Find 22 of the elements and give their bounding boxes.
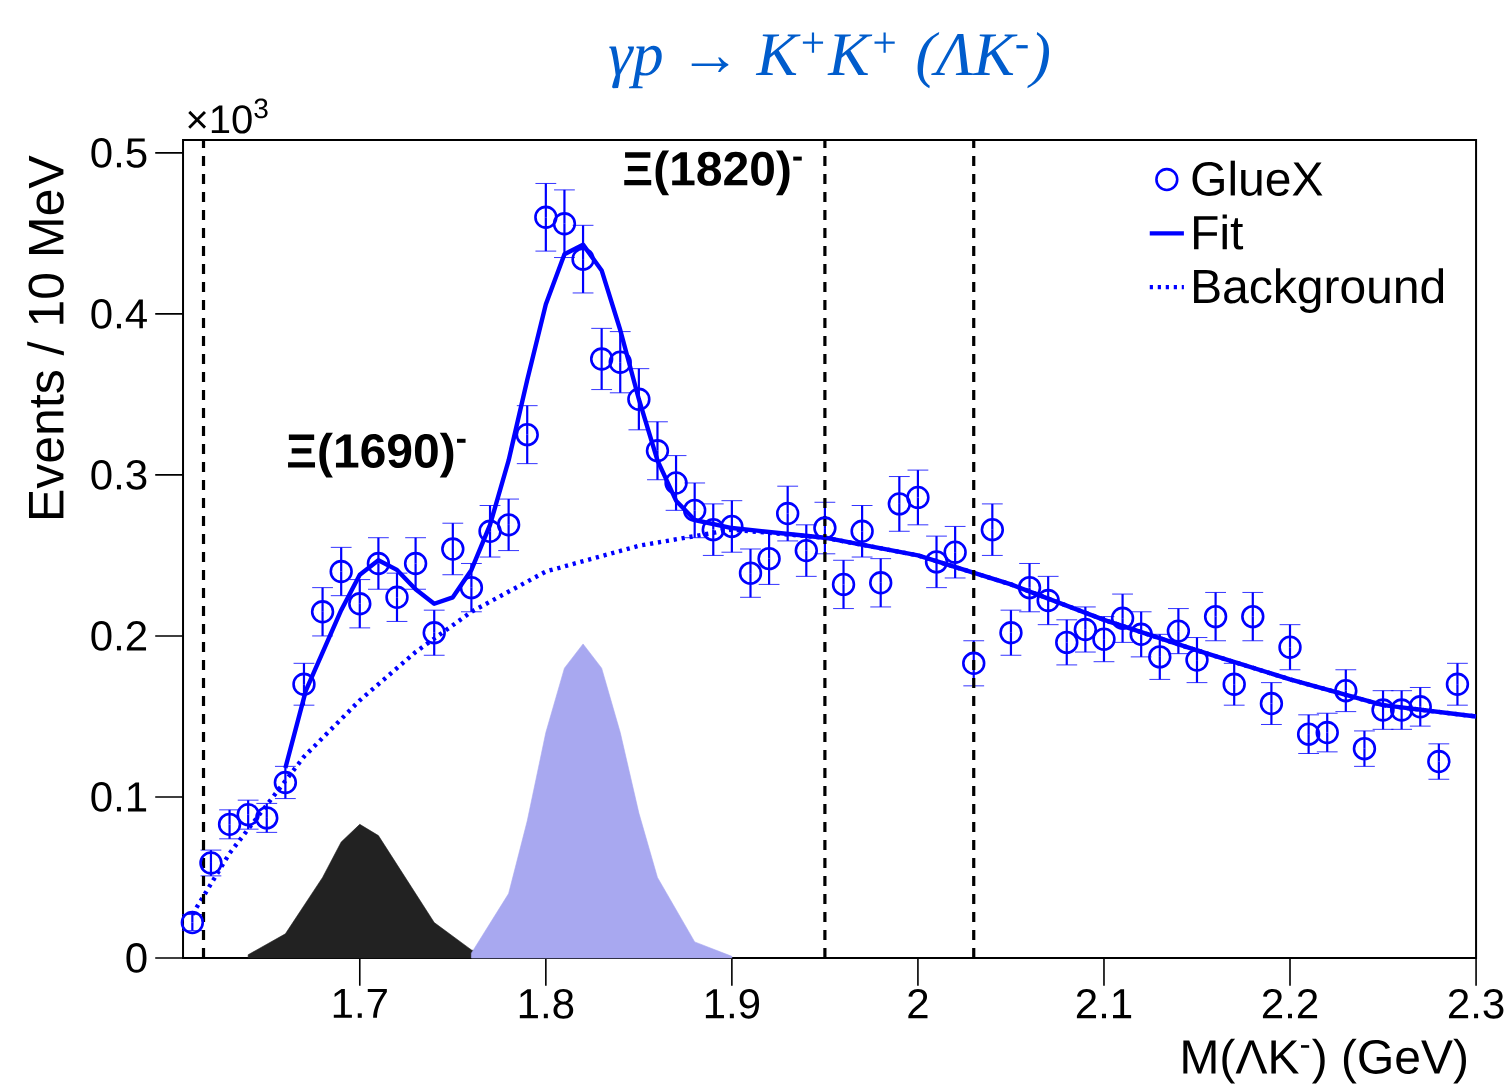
y-tick-label: 0.5 — [91, 138, 147, 168]
annotation: Ξ(1820)$^{-}$ — [624, 150, 802, 196]
y-tick-label: 0.1 — [91, 782, 147, 812]
y-axis-title: Events / 10 MeV — [27, 155, 64, 518]
chart-title: γp → K$^{+}$K$^{+}$ (ΛK$^{-}$) — [609, 31, 1050, 89]
x-tick-label: 1.8 — [519, 988, 574, 1019]
legend-label: Fit — [1194, 214, 1244, 250]
x-tick-label: 1.9 — [705, 988, 760, 1019]
legend-label: GlueX — [1192, 160, 1323, 196]
x-tick-label: 1.7 — [333, 988, 387, 1018]
y-tick-label: 0 — [126, 943, 147, 973]
x-tick-label: 2.2 — [1262, 988, 1318, 1019]
x-tick-label: 2.1 — [1076, 988, 1132, 1019]
x-tick-label: 2.3 — [1448, 988, 1504, 1019]
y-tick-label: 0.4 — [91, 299, 147, 329]
y-tick-label: 0.2 — [91, 621, 147, 651]
legend-label: Background — [1194, 268, 1444, 313]
x-axis-title: M(ΛK$^{-}$) (GeV) — [1183, 1038, 1466, 1084]
x-tick-label: 2 — [908, 988, 928, 1019]
text: ×10$^{3}$ — [188, 98, 268, 134]
annotation: Ξ(1690)$^{-}$ — [288, 432, 466, 478]
y-tick-label: 0.3 — [91, 460, 147, 490]
